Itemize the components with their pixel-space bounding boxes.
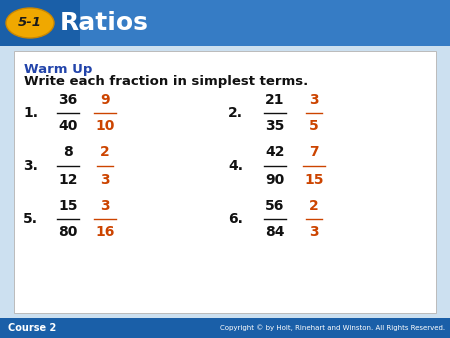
Text: Write each fraction in simplest terms.: Write each fraction in simplest terms.: [24, 75, 308, 88]
Text: 3: 3: [309, 225, 319, 240]
Text: Ratios: Ratios: [60, 11, 149, 35]
FancyBboxPatch shape: [0, 0, 450, 46]
Text: 42: 42: [265, 145, 285, 160]
Text: 12: 12: [58, 172, 78, 187]
FancyBboxPatch shape: [14, 51, 436, 313]
Text: 1.: 1.: [23, 106, 38, 120]
Text: 40: 40: [58, 120, 78, 134]
Polygon shape: [80, 0, 450, 46]
Text: 9: 9: [100, 93, 110, 106]
FancyBboxPatch shape: [0, 318, 450, 338]
Text: 15: 15: [304, 172, 324, 187]
Text: 21: 21: [265, 93, 285, 106]
Text: 4.: 4.: [228, 159, 243, 173]
Text: 5: 5: [309, 120, 319, 134]
Text: 16: 16: [95, 225, 115, 240]
Text: 84: 84: [265, 225, 285, 240]
Text: 3: 3: [309, 93, 319, 106]
Text: 3.: 3.: [23, 159, 38, 173]
Text: 5-1: 5-1: [18, 17, 42, 29]
Text: 8: 8: [63, 145, 73, 160]
Ellipse shape: [6, 8, 54, 38]
Text: 5.: 5.: [23, 212, 38, 226]
Text: 80: 80: [58, 225, 78, 240]
Text: 56: 56: [266, 198, 285, 213]
Text: 36: 36: [58, 93, 77, 106]
Text: 3: 3: [100, 172, 110, 187]
Text: 2: 2: [100, 145, 110, 160]
Text: 3: 3: [100, 198, 110, 213]
Text: Copyright © by Holt, Rinehart and Winston. All Rights Reserved.: Copyright © by Holt, Rinehart and Winsto…: [220, 325, 445, 331]
Text: 10: 10: [95, 120, 115, 134]
Text: 15: 15: [58, 198, 78, 213]
Text: 2.: 2.: [228, 106, 243, 120]
Text: 90: 90: [266, 172, 284, 187]
Text: Warm Up: Warm Up: [24, 63, 92, 76]
Text: 2: 2: [309, 198, 319, 213]
Text: 6.: 6.: [228, 212, 243, 226]
Text: 35: 35: [266, 120, 285, 134]
Text: 7: 7: [309, 145, 319, 160]
Text: Course 2: Course 2: [8, 323, 56, 333]
